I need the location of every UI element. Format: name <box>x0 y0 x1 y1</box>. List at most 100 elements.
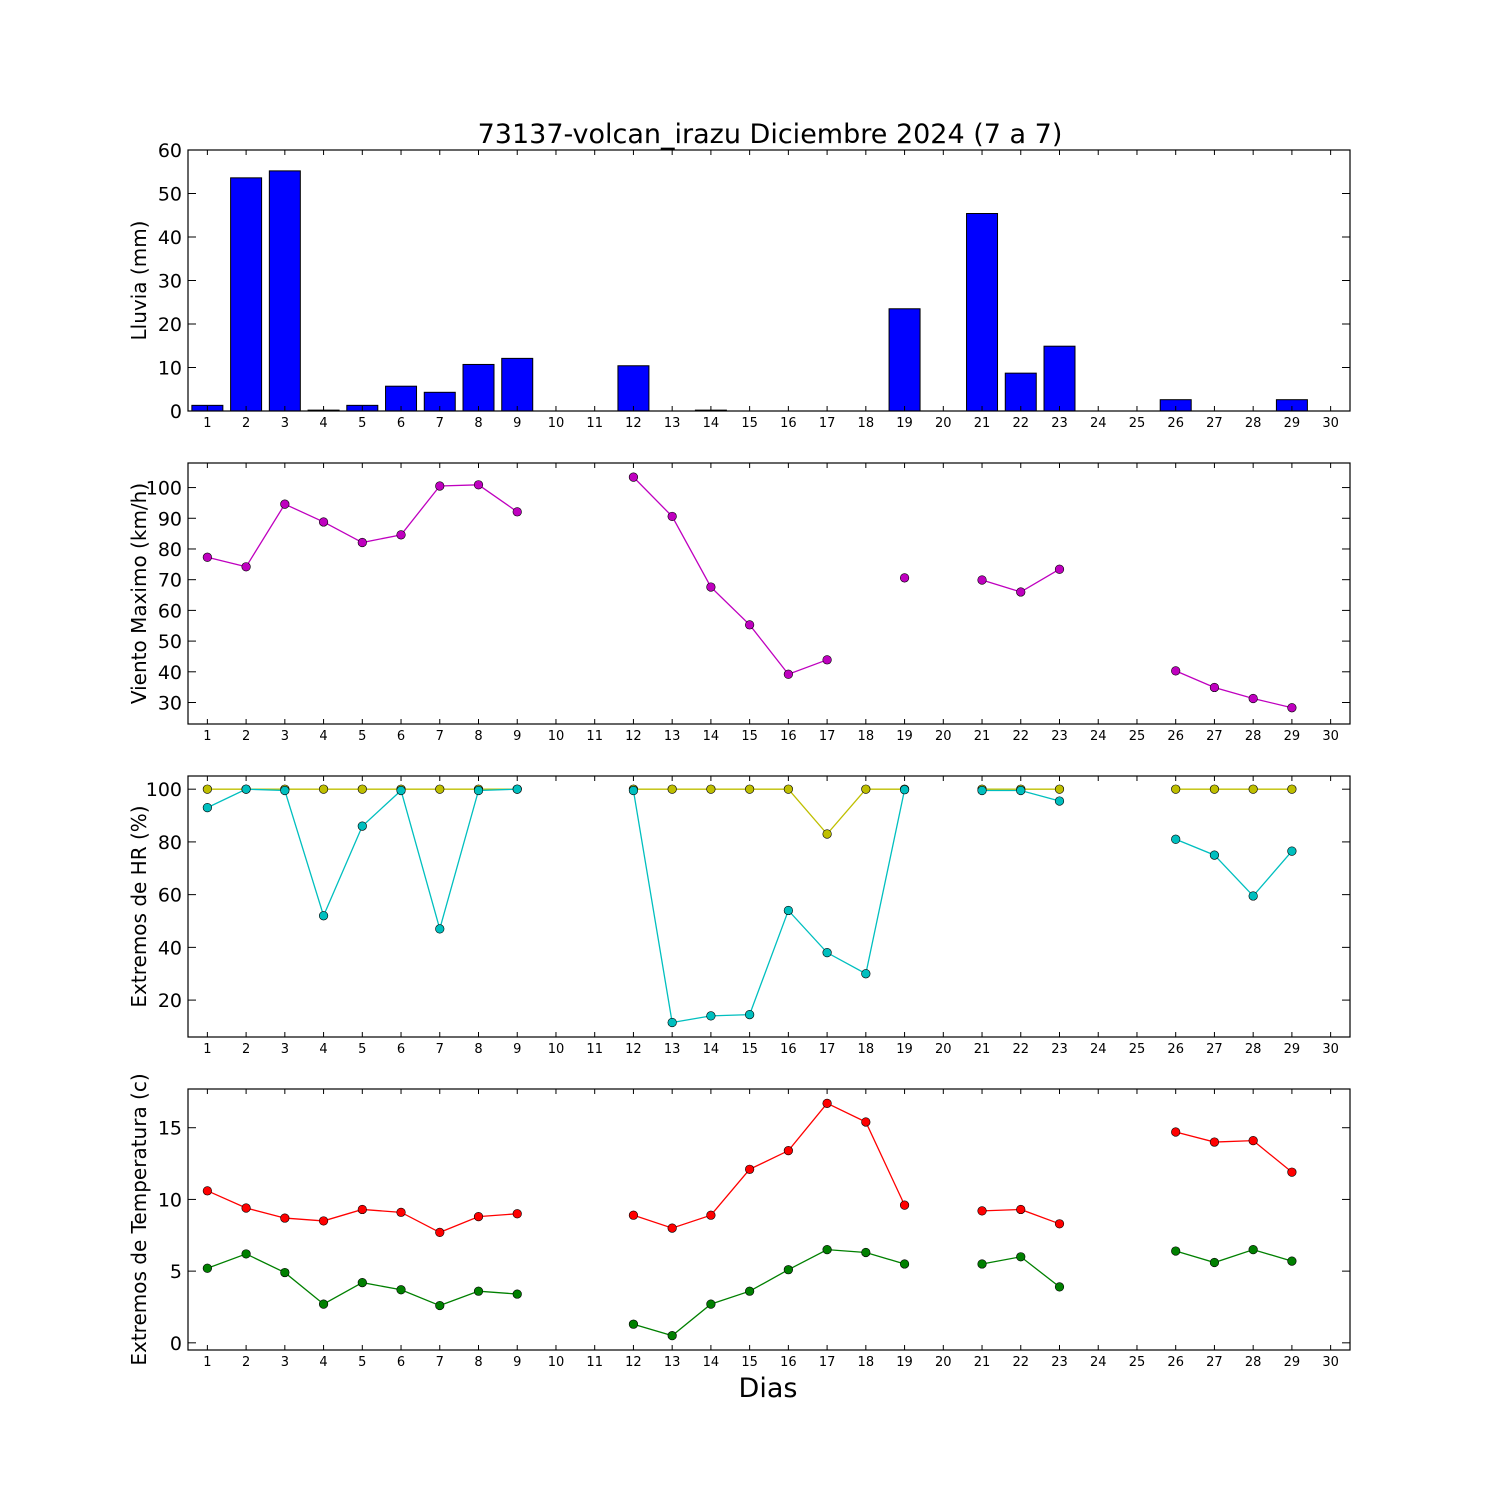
point-day-23 <box>1054 564 1065 574</box>
point-day-1 <box>202 784 212 794</box>
y-tick-label: 0 <box>170 401 182 423</box>
point-day-7 <box>435 784 445 794</box>
y-tick-label: 20 <box>158 314 182 336</box>
x-tick-label: 14 <box>703 1355 720 1370</box>
x-tick-label: 4 <box>319 1042 327 1057</box>
point-day-7 <box>435 1227 445 1238</box>
panel-rain: 1 2 3 4 5 6 7 8 9 10 11 12 13 14 15 16 17 18 19 20 21 22 23 24 2… <box>127 140 1351 431</box>
bar-day-19 <box>888 308 921 412</box>
x-tick-label: 22 <box>1012 1355 1029 1370</box>
point-day-3 <box>280 499 290 509</box>
y-tick-label: 50 <box>158 184 182 206</box>
point-day-16 <box>783 669 793 679</box>
x-tick-label: 30 <box>1322 1042 1339 1057</box>
x-tick-label: 6 <box>397 416 405 431</box>
series-line <box>1175 838 1293 897</box>
point-day-3 <box>280 1267 290 1278</box>
x-tick-label: 24 <box>1090 1355 1107 1370</box>
point-day-27 <box>1209 784 1220 794</box>
point-day-28 <box>1248 1136 1258 1146</box>
point-day-14 <box>706 1210 716 1220</box>
y-tick-label: 80 <box>158 539 182 561</box>
series-line <box>1175 1131 1293 1173</box>
x-tick-label: 20 <box>935 1042 952 1057</box>
y-tick-label: 15 <box>158 1118 182 1140</box>
series-line <box>633 788 905 835</box>
point-day-27 <box>1209 682 1220 693</box>
x-tick-label: 5 <box>358 1355 366 1370</box>
point-day-29 <box>1287 703 1297 713</box>
x-tick-label: 6 <box>397 1355 405 1370</box>
point-day-19 <box>899 1200 910 1210</box>
y-tick-label: 5 <box>170 1261 182 1283</box>
x-tick-label: 17 <box>819 729 836 744</box>
point-day-8 <box>473 1286 484 1296</box>
chart-title: 73137-volcan_irazu Diciembre 2024 (7 a 7… <box>478 119 1063 150</box>
x-tick-label: 4 <box>319 729 327 744</box>
x-tick-label: 26 <box>1167 1042 1184 1057</box>
x-tick-label: 10 <box>548 1355 565 1370</box>
series-line <box>633 1102 906 1229</box>
y-tick-label: 80 <box>158 832 182 854</box>
x-tick-label: 26 <box>1167 1355 1184 1370</box>
x-tick-label: 9 <box>513 1355 521 1370</box>
y-axis-ticks: 20 40 60 80 100 <box>146 779 1350 1012</box>
x-tick-label: 27 <box>1206 1042 1223 1057</box>
x-tick-label: 18 <box>858 416 875 431</box>
series-line <box>633 1248 905 1337</box>
y-tick-label: 100 <box>146 779 182 801</box>
series-temp_min <box>202 1245 1297 1341</box>
point-day-6 <box>396 785 406 796</box>
x-tick-label: 2 <box>242 416 250 431</box>
series-line <box>1175 1248 1293 1264</box>
series-temp_max <box>202 1098 1297 1238</box>
point-day-26 <box>1171 1246 1181 1256</box>
x-tick-label: 12 <box>625 1355 642 1370</box>
point-day-17 <box>822 829 832 839</box>
x-tick-label: 12 <box>625 729 642 744</box>
x-tick-label: 23 <box>1051 1042 1068 1057</box>
x-tick-label: 29 <box>1284 1042 1301 1057</box>
x-tick-label: 9 <box>513 416 521 431</box>
plot-frame <box>187 1088 1351 1351</box>
x-tick-label: 2 <box>242 1042 250 1057</box>
x-tick-label: 14 <box>703 729 720 744</box>
x-tick-label: 16 <box>780 416 797 431</box>
point-day-22 <box>1016 785 1026 796</box>
point-day-29 <box>1287 1256 1297 1266</box>
point-day-16 <box>783 784 793 794</box>
bar-day-21 <box>966 213 999 412</box>
point-day-23 <box>1054 1282 1065 1292</box>
point-day-18 <box>861 1247 871 1258</box>
point-day-26 <box>1171 834 1181 844</box>
x-tick-label: 3 <box>281 1042 289 1057</box>
point-day-28 <box>1248 693 1258 704</box>
point-day-17 <box>822 948 832 958</box>
point-day-13 <box>667 1223 677 1233</box>
point-day-22 <box>1016 1204 1026 1215</box>
x-tick-label: 22 <box>1012 416 1029 431</box>
plot-frame <box>187 149 1351 412</box>
bar-day-3 <box>268 170 301 412</box>
x-tick-label: 5 <box>358 729 366 744</box>
point-day-18 <box>861 969 871 979</box>
point-day-12 <box>628 472 639 482</box>
y-axis-label: Lluvia (mm) <box>127 221 151 341</box>
point-day-14 <box>706 582 716 592</box>
y-tick-label: 70 <box>158 570 182 592</box>
point-day-27 <box>1209 1137 1220 1147</box>
point-day-16 <box>783 905 793 916</box>
y-tick-label: 0 <box>170 1333 182 1355</box>
x-tick-label: 20 <box>935 1355 952 1370</box>
x-tick-label: 22 <box>1012 729 1029 744</box>
x-tick-label: 24 <box>1090 416 1107 431</box>
x-tick-label: 12 <box>625 1042 642 1057</box>
point-day-23 <box>1054 784 1065 794</box>
x-tick-label: 1 <box>203 1042 211 1057</box>
point-day-7 <box>435 924 445 934</box>
bar-day-23 <box>1043 345 1076 412</box>
x-axis-ticks: 1 2 3 4 5 6 7 8 9 10 11 12 13 14 15 16 17 18 19 20 21 22 23 24 2… <box>203 150 1339 431</box>
point-day-2 <box>241 1249 251 1259</box>
x-tick-label: 7 <box>436 1042 444 1057</box>
